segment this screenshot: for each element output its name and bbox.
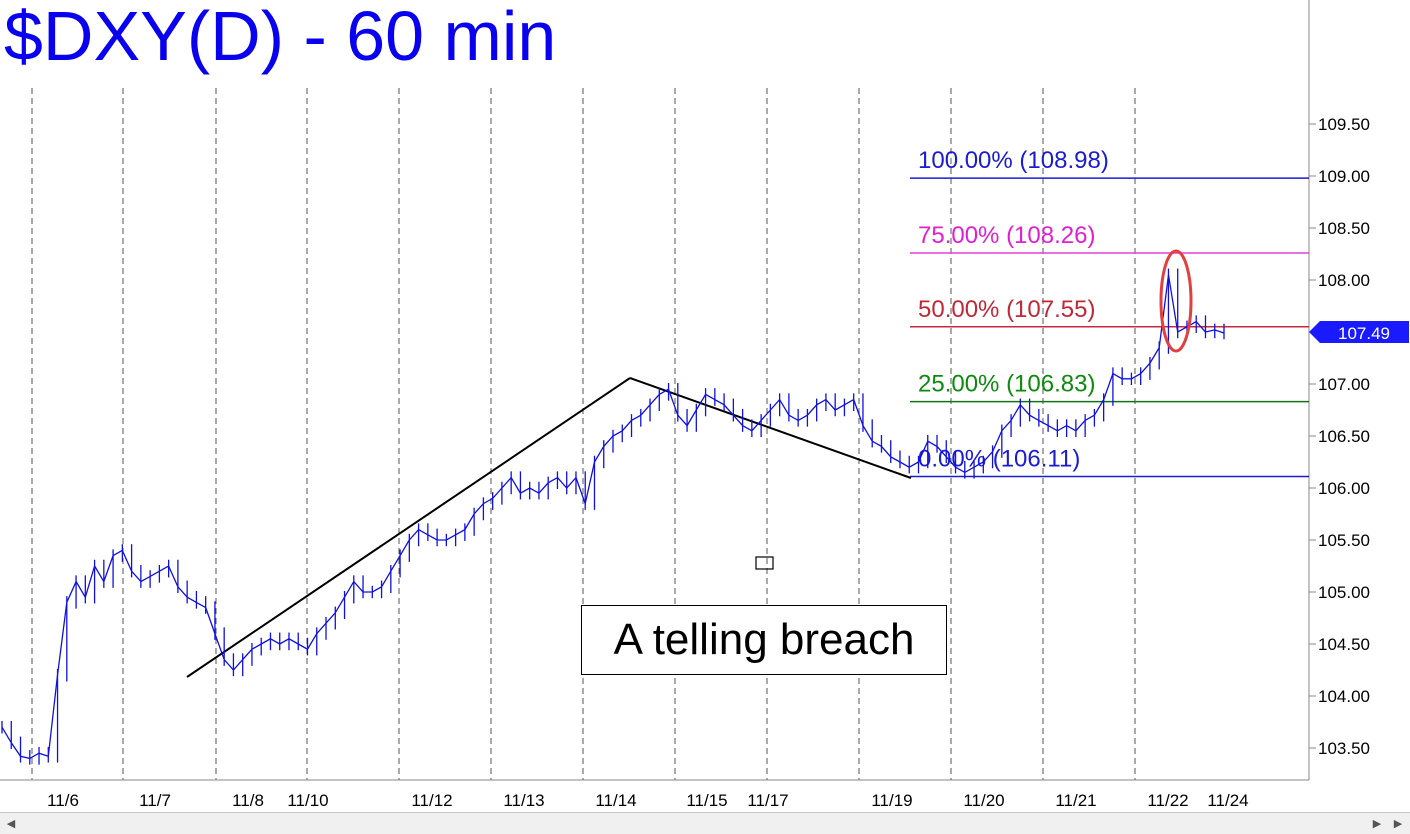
x-tick-label-3: 11/10 (287, 791, 328, 810)
y-tick-label-1: 104.00 (1318, 687, 1370, 706)
x-tick-label-2: 11/8 (232, 791, 264, 810)
x-axis-ticks: 11/6 11/7 11/8 11/10 11/12 11/13 11/14 11/15 11/… (47, 791, 1249, 810)
y-tick-label-10: 108.50 (1318, 219, 1370, 238)
x-tick-label-13: 11/24 (1207, 791, 1248, 810)
y-tick-label-2: 104.50 (1318, 635, 1370, 654)
fib-label-0: 100.00% (108.98) (918, 147, 1109, 174)
y-tick-label-3: 105.00 (1318, 583, 1370, 602)
trendlines (186, 377, 912, 678)
price-line (1, 274, 1225, 760)
price-tag-shape (1309, 321, 1409, 343)
y-tick-label-9: 108.00 (1318, 271, 1370, 290)
x-tick-label-9: 11/19 (871, 791, 912, 810)
date-gridlines (31, 88, 1136, 780)
x-tick-label-0: 11/6 (47, 791, 79, 810)
fib-label-2: 50.00% (107.55) (918, 296, 1095, 323)
price-bars (1, 268, 1225, 765)
y-tick-label-7: 107.00 (1318, 375, 1370, 394)
fib-levels: 100.00% (108.98) 75.00% (108.26) 50.00% (1… (910, 147, 1309, 478)
x-tick-label-8: 11/17 (747, 791, 788, 810)
scroll-end-icon[interactable]: ▶ (1393, 817, 1403, 830)
highlight-ellipse (1159, 249, 1193, 353)
y-tick-label-5: 106.00 (1318, 479, 1370, 498)
horizontal-scrollbar[interactable]: ◀ ▶ ▶ (0, 812, 1410, 834)
uptrend-line (186, 377, 631, 678)
scroll-right-icon[interactable]: ▶ (1372, 817, 1382, 830)
price-tag: 107.49 (1309, 321, 1409, 343)
last-price-label: 107.49 (1338, 324, 1390, 343)
downtrend-line (629, 377, 912, 479)
y-tick-label-6: 106.50 (1318, 427, 1370, 446)
y-tick-label-11: 109.00 (1318, 167, 1370, 186)
x-tick-label-5: 11/13 (503, 791, 544, 810)
x-tick-label-1: 11/7 (139, 791, 171, 810)
y-tick-label-4: 105.50 (1318, 531, 1370, 550)
x-tick-label-12: 11/22 (1147, 791, 1188, 810)
y-tick-label-0: 103.50 (1318, 739, 1370, 758)
scroll-left-icon[interactable]: ◀ (6, 817, 16, 830)
x-tick-label-7: 11/15 (686, 791, 727, 810)
chart-title: $DXY(D) - 60 min (4, 0, 557, 75)
fib-label-3: 25.00% (106.83) (918, 371, 1095, 398)
x-tick-label-10: 11/20 (963, 791, 1004, 810)
fib-label-1: 75.00% (108.26) (918, 222, 1095, 249)
x-tick-label-11: 11/21 (1055, 791, 1096, 810)
annotation-box: A telling breach (581, 605, 947, 675)
x-tick-label-4: 11/12 (411, 791, 452, 810)
x-tick-label-6: 11/14 (595, 791, 636, 810)
pointer-box (755, 556, 774, 570)
fib-label-4: 0.00% (106.11) (918, 446, 1080, 473)
y-tick-label-12: 109.50 (1318, 115, 1370, 134)
y-axis-ticks: 103.50 104.00 104.50 105.00 105.50 106.00 106.… (1309, 115, 1370, 758)
